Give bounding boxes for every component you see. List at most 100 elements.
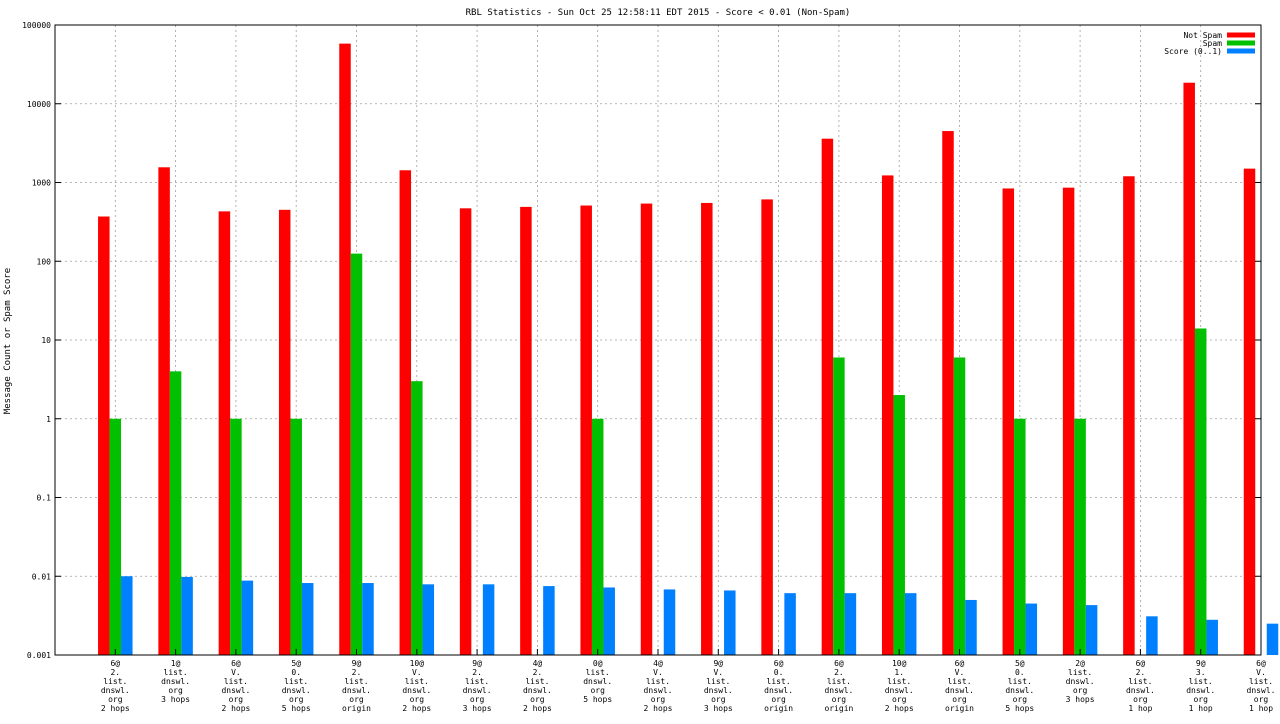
x-tick-label: 2 hops bbox=[644, 704, 673, 713]
x-tick-label: 0. bbox=[1015, 668, 1025, 677]
x-tick-label: 0. bbox=[774, 668, 784, 677]
x-tick-label: 3 hops bbox=[704, 704, 733, 713]
y-tick-label: 1 bbox=[46, 415, 51, 424]
bar-spam bbox=[833, 357, 845, 655]
bar-not-spam bbox=[399, 170, 412, 656]
x-tick-label: V. bbox=[713, 668, 723, 677]
x-tick-label: 3 hops bbox=[463, 704, 492, 713]
x-tick-label: org bbox=[892, 695, 907, 704]
x-tick-label: 5@ bbox=[1015, 659, 1025, 668]
x-tick-label: V. bbox=[955, 668, 965, 677]
bar-not-spam bbox=[821, 138, 834, 656]
x-tick-label: 5 hops bbox=[1005, 704, 1034, 713]
bar-score-0-1 bbox=[1266, 623, 1279, 655]
x-tick-label: list. bbox=[1068, 668, 1092, 677]
bar-score-0-1 bbox=[181, 576, 193, 655]
x-tick-label: org bbox=[289, 695, 304, 704]
bar-spam bbox=[169, 371, 182, 655]
x-tick-label: 6@ bbox=[774, 659, 784, 668]
bar-spam bbox=[1194, 328, 1207, 655]
x-tick-label: 3 hops bbox=[161, 695, 190, 704]
x-tick-label: list. bbox=[586, 668, 610, 677]
bar-spam bbox=[893, 395, 905, 655]
x-tick-label: 10@ bbox=[892, 659, 907, 668]
x-tick-label: list. bbox=[646, 677, 670, 686]
x-tick-label: org bbox=[168, 686, 183, 695]
x-tick-label: dnswl. bbox=[101, 686, 130, 695]
x-tick-label: list. bbox=[164, 668, 188, 677]
x-tick-label: origin bbox=[342, 704, 371, 713]
x-tick-label: org bbox=[952, 695, 967, 704]
legend-label: Not Spam bbox=[1183, 31, 1222, 40]
bar-score-0-1 bbox=[301, 583, 314, 655]
x-tick-label: 6@ bbox=[231, 659, 241, 668]
x-tick-label: org bbox=[832, 695, 847, 704]
y-tick-label: 0.1 bbox=[37, 494, 52, 503]
x-tick-label: V. bbox=[653, 668, 663, 677]
x-tick-label: 5 hops bbox=[282, 704, 311, 713]
x-tick-label: list. bbox=[1128, 677, 1152, 686]
y-tick-label: 100 bbox=[37, 257, 52, 266]
x-tick-label: 9@ bbox=[352, 659, 362, 668]
x-tick-label: dnswl. bbox=[221, 686, 250, 695]
x-tick-label: list. bbox=[103, 677, 127, 686]
bar-spam bbox=[230, 418, 242, 655]
x-tick-label: 2 hops bbox=[885, 704, 914, 713]
x-tick-label: dnswl. bbox=[1066, 677, 1095, 686]
x-tick-label: org bbox=[771, 695, 786, 704]
x-tick-label: list. bbox=[827, 677, 851, 686]
x-tick-label: dnswl. bbox=[704, 686, 733, 695]
x-tick-label: 10@ bbox=[410, 659, 425, 668]
bar-spam bbox=[109, 418, 122, 655]
x-tick-label: org bbox=[229, 695, 244, 704]
x-tick-label: 2. bbox=[533, 668, 543, 677]
bar-not-spam bbox=[881, 175, 894, 655]
x-tick-label: list. bbox=[344, 677, 368, 686]
x-tick-label: list. bbox=[947, 677, 971, 686]
chart-title: RBL Statistics - Sun Oct 25 12:58:11 EDT… bbox=[466, 8, 851, 18]
bar-score-0-1 bbox=[543, 586, 555, 655]
bar-score-0-1 bbox=[965, 599, 977, 655]
x-tick-label: org bbox=[711, 695, 726, 704]
bar-not-spam bbox=[942, 131, 954, 655]
bar-not-spam bbox=[580, 205, 592, 655]
x-tick-label: org bbox=[349, 695, 364, 704]
x-tick-label: list. bbox=[887, 677, 911, 686]
x-tick-label: list. bbox=[706, 677, 730, 686]
x-tick-label: 9@ bbox=[1196, 659, 1206, 668]
x-tick-label: origin bbox=[945, 704, 974, 713]
bar-score-0-1 bbox=[663, 589, 676, 655]
y-ticks: 0.001 0.01 0.1 1 10 100 1000 10000 100000 bbox=[22, 21, 1262, 660]
legend-label: Spam bbox=[1203, 39, 1222, 48]
x-tick-label: list. bbox=[224, 677, 248, 686]
y-tick-label: 10 bbox=[41, 336, 51, 345]
bar-not-spam bbox=[98, 216, 110, 655]
x-tick-label: V. bbox=[1256, 668, 1266, 677]
bar-not-spam bbox=[459, 208, 472, 655]
x-tick-label: 1 hop bbox=[1128, 704, 1152, 713]
x-tick-label: 0. bbox=[291, 668, 301, 677]
bar-spam bbox=[290, 418, 302, 655]
bar-not-spam bbox=[701, 202, 713, 655]
x-tick-label: 2. bbox=[472, 668, 482, 677]
x-tick-label: org bbox=[530, 695, 545, 704]
bar-not-spam bbox=[520, 206, 532, 655]
x-tick-label: 6@ bbox=[1256, 659, 1266, 668]
bar-not-spam bbox=[1123, 176, 1135, 656]
x-tick-label: 1 hop bbox=[1189, 704, 1213, 713]
x-tick-label: 2@ bbox=[1075, 659, 1085, 668]
x-tick-label: 2. bbox=[110, 668, 120, 677]
bar-spam bbox=[1074, 418, 1086, 655]
x-tick-label: dnswl. bbox=[342, 686, 371, 695]
x-tick-label: 6@ bbox=[110, 659, 120, 668]
x-tick-label: dnswl. bbox=[644, 686, 673, 695]
x-tick-label: org bbox=[1254, 695, 1269, 704]
bar-score-0-1 bbox=[784, 593, 796, 655]
x-tick-label: 1 hop bbox=[1249, 704, 1273, 713]
y-axis-label: Message Count or Spam Score bbox=[3, 268, 13, 414]
x-tick-label: 4@ bbox=[533, 659, 543, 668]
bar-score-0-1 bbox=[1146, 616, 1158, 655]
x-tick-label: 9@ bbox=[713, 659, 723, 668]
bar-spam bbox=[953, 357, 966, 655]
x-tick-label: 2. bbox=[1136, 668, 1146, 677]
